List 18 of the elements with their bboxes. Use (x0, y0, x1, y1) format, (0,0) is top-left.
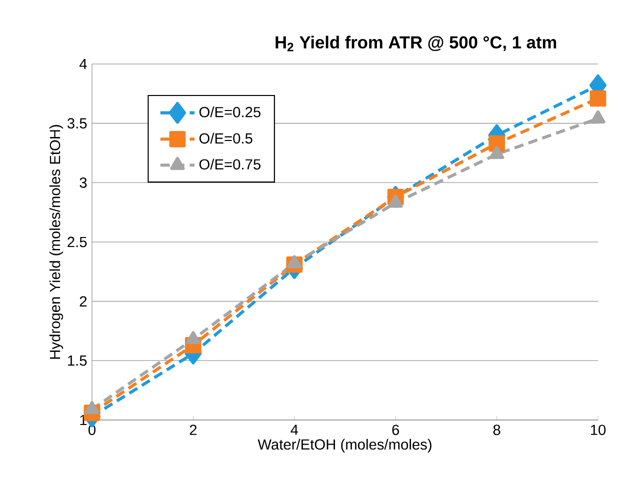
x-tick-label: 10 (590, 424, 606, 436)
legend-label: O/E=0.75 (199, 158, 260, 170)
x-tick-label: 2 (190, 424, 197, 435)
y-axis-title: Hydrogen Yield (moles/moles EtOH) (49, 125, 64, 359)
y-tick-label: 3 (80, 177, 87, 188)
y-tick-label: 2 (80, 296, 87, 306)
x-axis-title: Water/EtOH (moles/moles) (258, 438, 432, 453)
y-tick-label: 4 (79, 58, 87, 70)
legend-label: O/E=0.5 (199, 132, 252, 144)
x-tick-label: 8 (493, 424, 500, 436)
y-tick-label: 1.5 (68, 356, 87, 366)
y-tick-label: 3.5 (67, 118, 87, 129)
y-tick-label: 1 (80, 414, 87, 426)
legend-label: O/E=0.25 (199, 106, 260, 118)
x-tick-label: 4 (290, 424, 298, 435)
y-tick-label: 2.5 (68, 236, 87, 248)
x-tick-label: 6 (392, 424, 400, 436)
chart-title: H$_{2}$ Yield from ATR @ 500 °C, 1 atm (276, 36, 556, 52)
